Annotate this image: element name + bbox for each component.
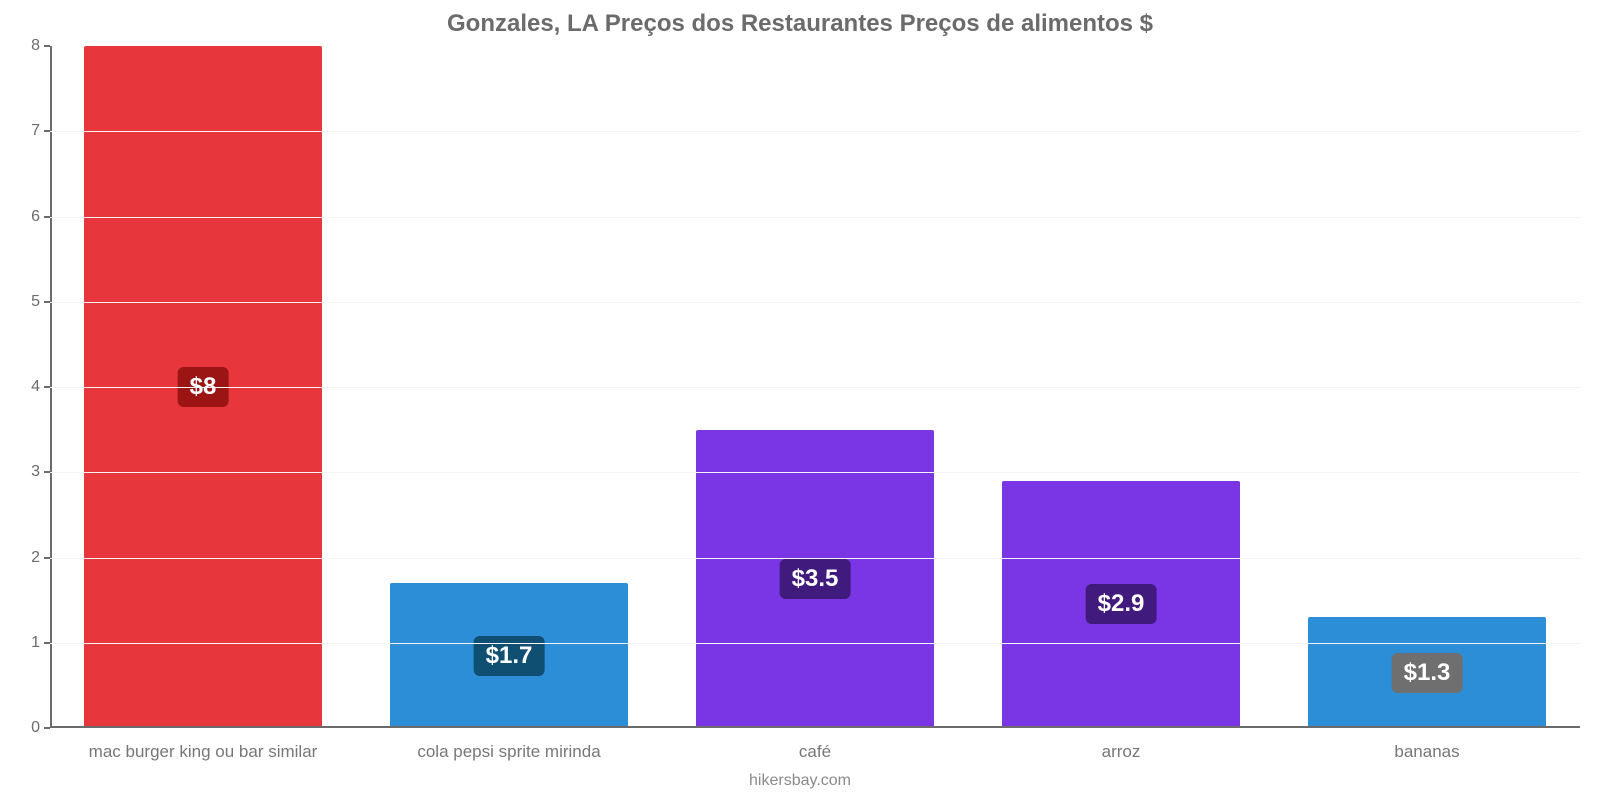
gridline (50, 558, 1580, 559)
gridline (50, 131, 1580, 132)
bar-value-label: $1.7 (474, 636, 545, 676)
x-tick-label: bananas (1394, 728, 1459, 762)
y-tick-label: 8 (31, 37, 50, 55)
y-tick-label: 6 (31, 208, 50, 226)
gridline (50, 302, 1580, 303)
bar-value-label: $1.3 (1392, 653, 1463, 693)
gridline (50, 472, 1580, 473)
y-tick-label: 3 (31, 463, 50, 481)
chart-title: Gonzales, LA Preços dos Restaurantes Pre… (0, 0, 1600, 38)
bar: $2.9 (1002, 481, 1241, 728)
gridline (50, 643, 1580, 644)
bar: $3.5 (696, 430, 935, 728)
bar-value-label: $2.9 (1086, 584, 1157, 624)
x-tick-label: mac burger king ou bar similar (89, 728, 318, 762)
gridline (50, 217, 1580, 218)
y-tick-label: 5 (31, 293, 50, 311)
bar-value-label: $3.5 (780, 559, 851, 599)
chart-footer: hikersbay.com (0, 772, 1600, 790)
y-tick-label: 4 (31, 378, 50, 396)
bar: $1.3 (1308, 617, 1547, 728)
x-tick-label: café (799, 728, 831, 762)
bar: $1.7 (390, 583, 629, 728)
y-tick-label: 7 (31, 122, 50, 140)
gridline (50, 387, 1580, 388)
price-bar-chart: Gonzales, LA Preços dos Restaurantes Pre… (0, 0, 1600, 800)
y-tick-label: 1 (31, 634, 50, 652)
y-tick-label: 2 (31, 549, 50, 567)
x-tick-label: arroz (1102, 728, 1141, 762)
plot-area: $8mac burger king ou bar similar$1.7cola… (50, 46, 1580, 728)
x-tick-label: cola pepsi sprite mirinda (417, 728, 600, 762)
x-axis (50, 726, 1580, 728)
y-tick-label: 0 (31, 719, 50, 737)
